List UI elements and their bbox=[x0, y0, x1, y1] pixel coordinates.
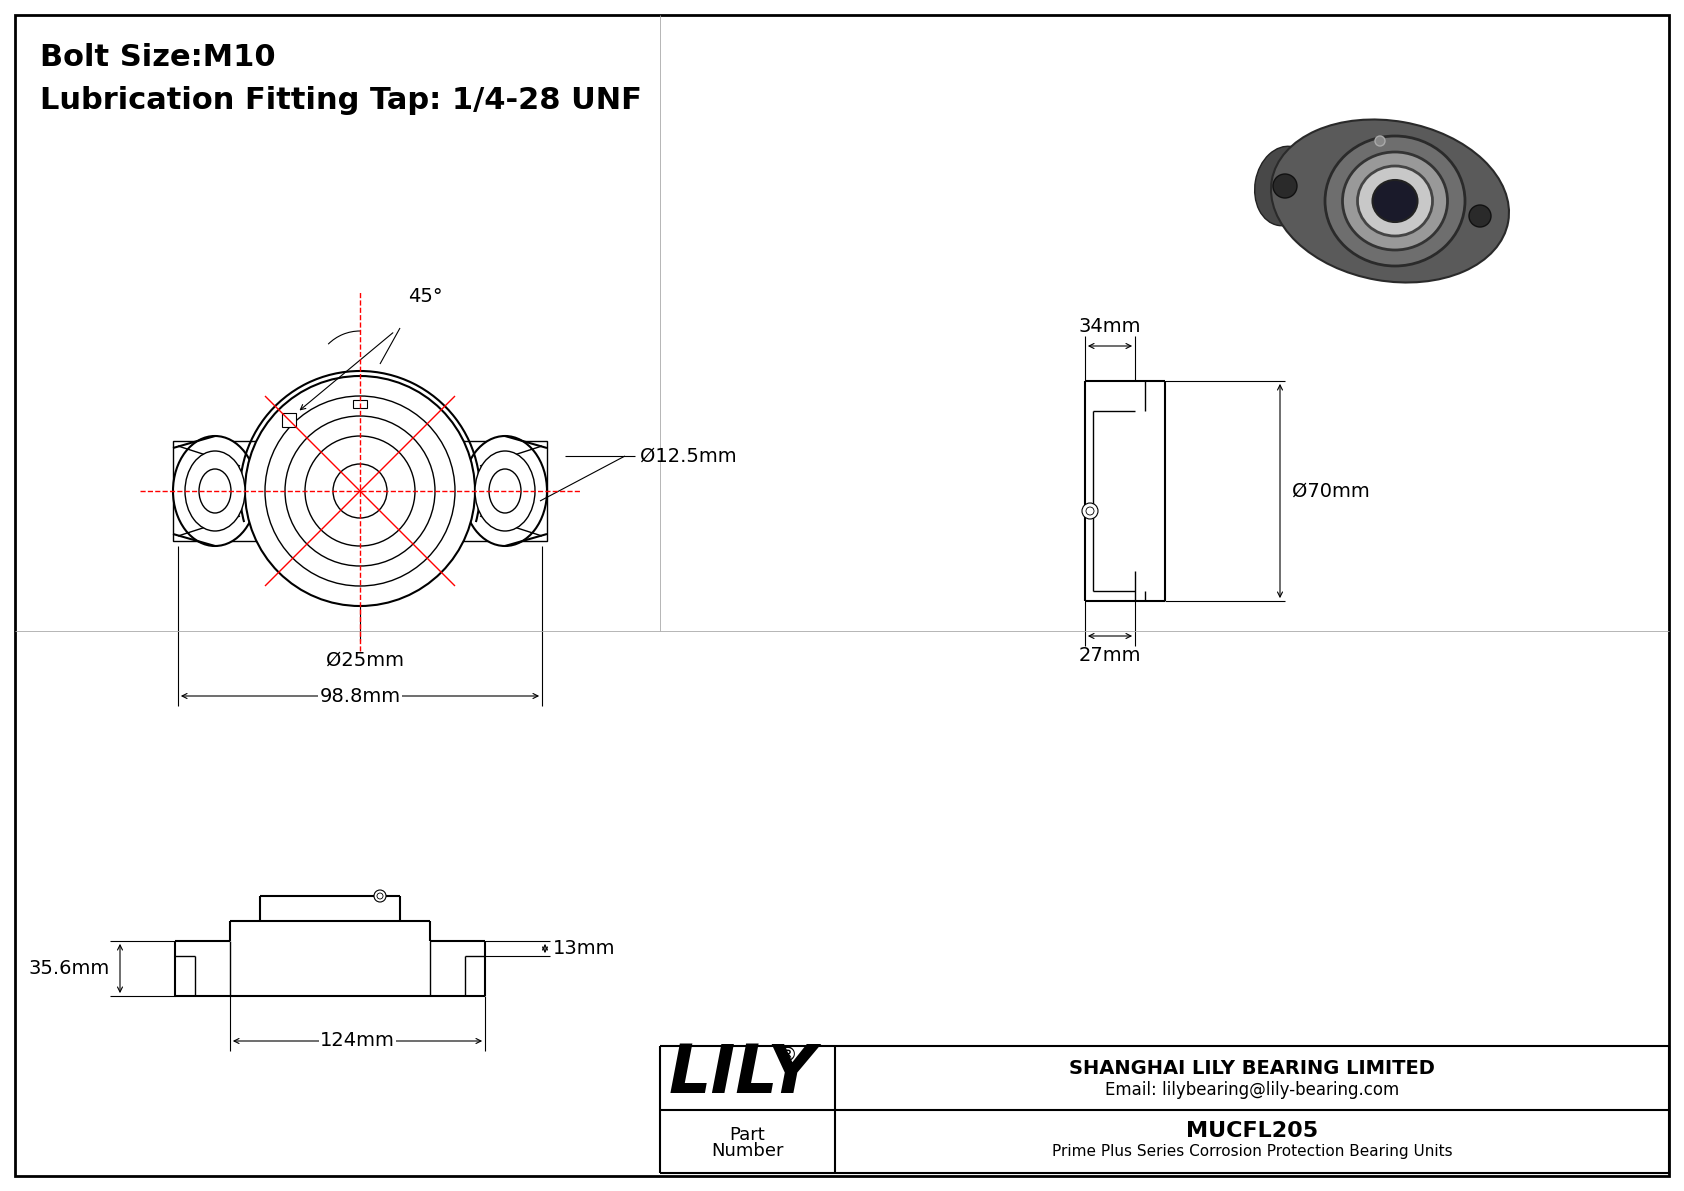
Text: ®: ® bbox=[778, 1046, 797, 1065]
Circle shape bbox=[244, 376, 475, 606]
Circle shape bbox=[264, 395, 455, 586]
Circle shape bbox=[1376, 136, 1384, 146]
Text: 27mm: 27mm bbox=[1079, 646, 1142, 665]
Ellipse shape bbox=[1452, 179, 1507, 254]
Text: SHANGHAI LILY BEARING LIMITED: SHANGHAI LILY BEARING LIMITED bbox=[1069, 1059, 1435, 1078]
Bar bbox=[354, 400, 367, 409]
Text: Ø12.5mm: Ø12.5mm bbox=[640, 447, 736, 466]
Text: Ø25mm: Ø25mm bbox=[327, 651, 404, 671]
Text: Number: Number bbox=[711, 1142, 783, 1160]
Text: 13mm: 13mm bbox=[552, 939, 615, 958]
Text: Lubrication Fitting Tap: 1/4-28 UNF: Lubrication Fitting Tap: 1/4-28 UNF bbox=[40, 86, 642, 116]
Text: 45°: 45° bbox=[408, 287, 443, 306]
Text: MUCFL205: MUCFL205 bbox=[1186, 1121, 1319, 1141]
Ellipse shape bbox=[488, 469, 520, 513]
Circle shape bbox=[1083, 503, 1098, 519]
Circle shape bbox=[333, 464, 387, 518]
Ellipse shape bbox=[475, 451, 536, 531]
Circle shape bbox=[377, 893, 382, 899]
Ellipse shape bbox=[1271, 119, 1509, 282]
Ellipse shape bbox=[199, 469, 231, 513]
Circle shape bbox=[1273, 174, 1297, 198]
Ellipse shape bbox=[1325, 136, 1465, 266]
Text: 124mm: 124mm bbox=[320, 1031, 396, 1050]
Text: LILY: LILY bbox=[669, 1041, 817, 1106]
Text: 98.8mm: 98.8mm bbox=[320, 686, 401, 705]
Ellipse shape bbox=[1255, 146, 1315, 226]
Polygon shape bbox=[283, 413, 296, 428]
Text: 35.6mm: 35.6mm bbox=[29, 959, 109, 978]
Text: Email: lilybearing@lily-bearing.com: Email: lilybearing@lily-bearing.com bbox=[1105, 1080, 1399, 1099]
Ellipse shape bbox=[1372, 180, 1418, 222]
Ellipse shape bbox=[1342, 152, 1448, 250]
Ellipse shape bbox=[1357, 166, 1433, 236]
Circle shape bbox=[1086, 507, 1095, 515]
Circle shape bbox=[374, 890, 386, 902]
Bar bbox=[173, 441, 547, 541]
Text: 34mm: 34mm bbox=[1079, 317, 1142, 336]
Ellipse shape bbox=[463, 436, 547, 545]
Text: Ø70mm: Ø70mm bbox=[1292, 481, 1369, 500]
Text: Part: Part bbox=[729, 1127, 765, 1145]
Ellipse shape bbox=[185, 451, 244, 531]
Circle shape bbox=[305, 436, 414, 545]
Text: Bolt Size:M10: Bolt Size:M10 bbox=[40, 43, 276, 71]
Circle shape bbox=[1468, 205, 1490, 227]
Circle shape bbox=[285, 416, 434, 566]
Text: Prime Plus Series Corrosion Protection Bearing Units: Prime Plus Series Corrosion Protection B… bbox=[1052, 1143, 1452, 1159]
Ellipse shape bbox=[173, 436, 258, 545]
